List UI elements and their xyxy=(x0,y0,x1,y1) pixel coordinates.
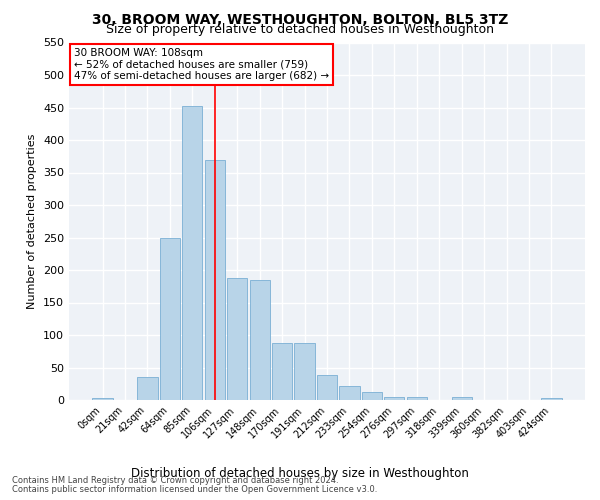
Text: Contains public sector information licensed under the Open Government Licence v3: Contains public sector information licen… xyxy=(12,485,377,494)
Bar xyxy=(407,397,427,400)
Bar xyxy=(205,160,225,400)
Bar xyxy=(541,398,562,400)
Text: 30 BROOM WAY: 108sqm
← 52% of detached houses are smaller (759)
47% of semi-deta: 30 BROOM WAY: 108sqm ← 52% of detached h… xyxy=(74,48,329,81)
Bar xyxy=(362,392,382,400)
Text: Size of property relative to detached houses in Westhoughton: Size of property relative to detached ho… xyxy=(106,22,494,36)
Bar xyxy=(182,106,202,400)
Bar xyxy=(340,386,359,400)
Text: Distribution of detached houses by size in Westhoughton: Distribution of detached houses by size … xyxy=(131,468,469,480)
Bar xyxy=(250,280,270,400)
Bar xyxy=(452,397,472,400)
Bar xyxy=(295,343,314,400)
Text: 30, BROOM WAY, WESTHOUGHTON, BOLTON, BL5 3TZ: 30, BROOM WAY, WESTHOUGHTON, BOLTON, BL5… xyxy=(92,12,508,26)
Bar xyxy=(384,397,404,400)
Text: Contains HM Land Registry data © Crown copyright and database right 2024.: Contains HM Land Registry data © Crown c… xyxy=(12,476,338,485)
Y-axis label: Number of detached properties: Number of detached properties xyxy=(28,134,37,309)
Bar xyxy=(227,278,247,400)
Bar xyxy=(317,376,337,400)
Bar xyxy=(160,238,180,400)
Bar xyxy=(272,343,292,400)
Bar xyxy=(137,378,158,400)
Bar xyxy=(92,398,113,400)
